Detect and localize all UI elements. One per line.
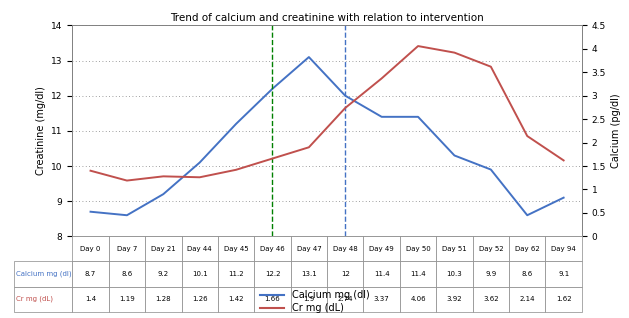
Y-axis label: Calcium (pg/dl): Calcium (pg/dl)	[611, 93, 621, 168]
Y-axis label: Creatinine (mg/dl): Creatinine (mg/dl)	[36, 86, 45, 175]
Title: Trend of calcium and creatinine with relation to intervention: Trend of calcium and creatinine with rel…	[170, 13, 484, 23]
Legend: Calcium mg (dl), Cr mg (dL): Calcium mg (dl), Cr mg (dL)	[256, 286, 373, 317]
